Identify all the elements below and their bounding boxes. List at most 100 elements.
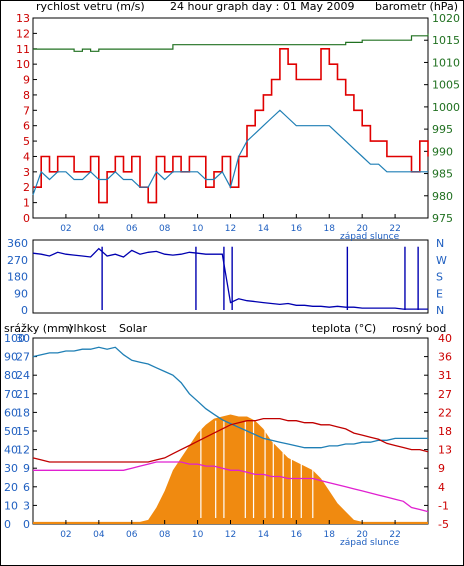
- x-tick-label: 02: [60, 224, 71, 234]
- wind-x-ticks: 02 04 06 08 10 12 14 16 18 20 22: [60, 214, 401, 234]
- x-tick-label: 18: [324, 224, 336, 234]
- humidity-tick-label: 18: [16, 406, 30, 419]
- compass-label: W: [436, 254, 447, 267]
- humidity-line: [32, 346, 428, 449]
- wind-tick-label: 7: [23, 104, 30, 117]
- humidity-tick-label: 15: [16, 425, 30, 438]
- rain-tick-label: 0: [4, 518, 11, 531]
- rain-tick-label: 30: [4, 462, 18, 475]
- rain-tick-label: 10: [4, 499, 18, 512]
- direction-left-ticks: 0 90 180 270 360: [7, 237, 28, 317]
- humidity-left-ticks: 0 3 6 9 12 15 18 21 24 27 30: [16, 332, 37, 531]
- barometer-tick-label: 1020: [432, 12, 460, 25]
- wind-tick-label: 4: [23, 150, 30, 163]
- temperature-tick-label: 40: [438, 332, 452, 345]
- wind-tick-label: 9: [23, 74, 30, 87]
- wind-tick-label: 5: [23, 135, 30, 148]
- x-tick-label: 04: [93, 224, 105, 234]
- compass-label: S: [436, 271, 443, 284]
- x-tick-label: 02: [60, 530, 71, 540]
- rain-tick-label: 90: [4, 351, 18, 364]
- barometer-tick-label: 985: [432, 168, 453, 181]
- direction-tick-label: 180: [7, 271, 28, 284]
- barometer-tick-label: 1005: [432, 79, 460, 92]
- wind-tick-label: 13: [16, 12, 30, 25]
- wind-tick-label: 10: [16, 58, 30, 71]
- wind-average-line: [32, 109, 428, 196]
- x-tick-label: 08: [159, 530, 171, 540]
- humidity-tick-label: 0: [23, 518, 30, 531]
- direction-tick-label: 270: [7, 254, 28, 267]
- dewpoint-label: rosný bod: [392, 322, 446, 335]
- dewpoint-line: [33, 461, 429, 513]
- x-tick-label: 22: [389, 224, 400, 234]
- x-tick-label: 12: [225, 530, 236, 540]
- x-tick-label: 20: [356, 530, 368, 540]
- compass-label: E: [436, 287, 443, 300]
- x-tick-label: 18: [324, 530, 336, 540]
- wind-tick-label: 1: [23, 197, 30, 210]
- barometer-axis-label: barometr (hPa): [375, 0, 458, 13]
- x-tick-label: 10: [192, 530, 204, 540]
- wind-tick-label: 11: [16, 43, 30, 56]
- rain-tick-label: 100: [4, 332, 25, 345]
- barometer-tick-label: 990: [432, 145, 453, 158]
- humidity-label: vlhkost: [67, 322, 107, 335]
- x-tick-label: 10: [192, 224, 204, 234]
- wind-axis-label: rychlost vetru (m/s): [36, 0, 145, 13]
- temperature-tick-label: 13: [438, 444, 452, 457]
- temperature-tick-label: 27: [438, 388, 452, 401]
- temperature-tick-label: 4: [438, 481, 445, 494]
- x-tick-label: 14: [258, 530, 270, 540]
- chart-title: 24 hour graph day : 01 May 2009: [170, 0, 355, 13]
- temperature-x-ticks: 02 04 06 08 10 12 14 16 18 20 22: [60, 520, 401, 540]
- wind-tick-label: 3: [23, 166, 30, 179]
- direction-tick-label: 0: [21, 304, 28, 317]
- sunset-label-top: západ slunce: [340, 232, 400, 242]
- compass-label: N: [436, 237, 444, 250]
- temperature-tick-label: -1: [438, 499, 449, 512]
- barometer-line: [33, 33, 429, 52]
- temperature-tick-label: 9: [438, 462, 445, 475]
- temperature-tick-label: 36: [438, 351, 452, 364]
- wind-speed-line: [33, 48, 429, 204]
- humidity-tick-label: 6: [23, 481, 30, 494]
- wind-tick-label: 8: [23, 89, 30, 102]
- direction-tick-label: 90: [14, 287, 28, 300]
- rain-tick-label: 80: [4, 369, 18, 382]
- temperature-line: [32, 417, 429, 463]
- temperature-tick-label: 22: [438, 406, 452, 419]
- humidity-tick-label: 24: [16, 369, 30, 382]
- wind-tick-label: 2: [23, 181, 30, 194]
- sunset-label-bottom: západ slunce: [340, 538, 400, 548]
- barometer-tick-label: 980: [432, 190, 453, 203]
- barometer-tick-label: 995: [432, 123, 453, 136]
- direction-line: [32, 247, 428, 310]
- rain-tick-label: 60: [4, 406, 18, 419]
- temperature-tick-label: 31: [438, 369, 452, 382]
- rain-tick-label: 70: [4, 388, 18, 401]
- humidity-tick-label: 12: [16, 444, 30, 457]
- rain-tick-label: 50: [4, 425, 18, 438]
- direction-series: [32, 246, 428, 310]
- humidity-tick-label: 3: [23, 499, 30, 512]
- humidity-tick-label: 27: [16, 351, 30, 364]
- barometer-tick-label: 1010: [432, 56, 460, 69]
- x-tick-label: 16: [291, 530, 303, 540]
- x-tick-label: 06: [126, 530, 138, 540]
- rain-axis-label: srážky (mm): [4, 322, 73, 335]
- x-tick-label: 08: [159, 224, 171, 234]
- wind-tick-label: 6: [23, 120, 30, 133]
- wind-right-ticks: 975 980 985 990 995 1000 1005 1010 1015 1020: [424, 12, 460, 225]
- rain-tick-label: 40: [4, 444, 18, 457]
- x-tick-label: 20: [356, 224, 368, 234]
- x-tick-label: 12: [225, 224, 236, 234]
- wind-series: [32, 33, 429, 204]
- rain-left-ticks: 0 10 20 30 40 50 60 70 80 90 100: [4, 332, 25, 531]
- x-tick-label: 16: [291, 224, 303, 234]
- wind-tick-label: 12: [16, 27, 30, 40]
- rain-tick-label: 20: [4, 481, 18, 494]
- x-tick-label: 06: [126, 224, 138, 234]
